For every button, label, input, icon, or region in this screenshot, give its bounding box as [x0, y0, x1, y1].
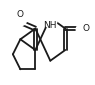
Text: NH: NH: [44, 21, 57, 30]
Text: O: O: [17, 10, 24, 19]
Text: O: O: [82, 24, 89, 33]
